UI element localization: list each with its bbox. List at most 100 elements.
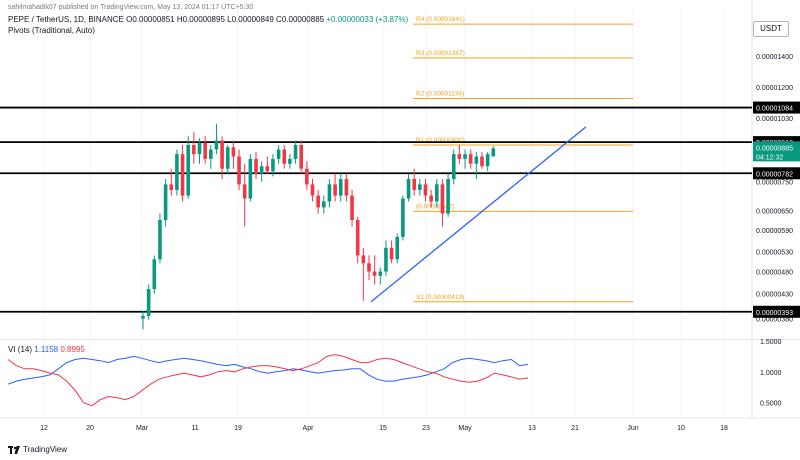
level-tag-2: 0.00000782 (756, 171, 793, 178)
candle-body-31 (316, 195, 320, 208)
pivot-label-4: (0.00000647) (416, 203, 455, 210)
vi-minus-value: 0.8995 (60, 345, 85, 354)
level-tag-bg-3 (753, 305, 800, 318)
candle-body-33 (327, 184, 332, 202)
candle-body-49 (418, 184, 422, 190)
pivots-indicator-label[interactable]: Pivots (Traditional, Auto) (8, 26, 95, 35)
last-price-tag: 0.00000885 (756, 145, 793, 152)
vi-axis: 1.5000 1.0000 0.5000 (760, 339, 782, 408)
price-tick-5: 0.00000590 (756, 228, 793, 235)
candle-body-58 (468, 154, 473, 164)
candle-body-21 (259, 166, 264, 174)
candle-body-37 (350, 195, 354, 221)
candle-body-16 (231, 147, 236, 157)
ohlc-values: O0.00000851 H0.00000895 L0.00000849 C0.0… (126, 15, 325, 24)
candle-body-26 (288, 158, 292, 164)
candle-body-27 (293, 144, 298, 159)
candle-body-9 (192, 144, 196, 155)
pivot-label-0: R4 (0.00001641) (416, 16, 465, 23)
candle-body-11 (203, 142, 207, 159)
candle-body-2 (152, 259, 157, 290)
vi-tick-2: 0.5000 (760, 401, 782, 408)
candle-body-59 (474, 156, 479, 164)
price-tick-4: 0.00000650 (756, 209, 793, 216)
pivot-label-3: R1 (0.00000900) (416, 137, 465, 144)
vi-minus-line (7, 354, 529, 407)
candle-body-51 (429, 195, 433, 202)
time-tick-7: 23 (422, 425, 430, 432)
currency-selector[interactable]: USDT (753, 21, 789, 37)
candlestick-series (141, 123, 496, 330)
candle-body-24 (276, 149, 281, 159)
vi-legend[interactable]: VI (14) 1.1158 0.8995 (8, 345, 85, 354)
candle-body-39 (361, 255, 366, 264)
price-tick-2: 0.00001030 (756, 116, 793, 123)
bar-countdown: 04:12:32 (756, 154, 783, 161)
level-tag-3: 0.00000393 (756, 310, 793, 317)
candle-body-19 (248, 158, 253, 199)
candle-body-40 (367, 263, 371, 272)
candle-body-43 (384, 247, 388, 272)
publish-info: sahilmahadik07 published on TradingView.… (8, 4, 254, 11)
time-tick-13: 18 (720, 425, 728, 432)
candle-body-18 (242, 184, 247, 199)
candle-body-52 (435, 184, 439, 202)
vi-tick-1: 1.0000 (760, 370, 782, 377)
price-tick-8: 0.00000430 (756, 292, 793, 299)
candle-body-62 (491, 148, 496, 157)
price-tick-7: 0.00000480 (756, 270, 793, 277)
vi-name: VI (14) (8, 345, 33, 354)
time-tick-11: Jun (627, 425, 638, 432)
candle-body-57 (463, 154, 467, 159)
candle-body-38 (355, 220, 360, 256)
vortex-indicator-lines (7, 354, 529, 407)
last-price-tag-bg (753, 141, 800, 162)
footer-branding[interactable]: TradingView (8, 445, 67, 454)
level-tag-bg-2 (753, 167, 800, 180)
time-tick-0: 12 (40, 425, 48, 432)
candle-body-34 (333, 184, 337, 196)
candle-body-17 (237, 156, 241, 185)
candle-body-6 (175, 154, 179, 190)
time-tick-8: May (458, 425, 472, 432)
candle-body-29 (305, 168, 309, 185)
candle-body-30 (310, 184, 315, 196)
candle-body-56 (457, 154, 462, 159)
symbol-title[interactable]: PEPE / TetherUS, 1D, BINANCE (8, 15, 124, 24)
price-tick-9: 0.00000380 (756, 317, 793, 324)
candle-body-1 (146, 289, 151, 316)
price-axis: 0.00001400 0.00001200 0.00001030 0.00000750… (753, 54, 800, 324)
time-tick-9: 13 (528, 425, 536, 432)
time-tick-10: 21 (571, 425, 579, 432)
candle-body-12 (209, 149, 213, 159)
candle-body-5 (169, 184, 174, 190)
candle-body-3 (158, 220, 162, 260)
candle-body-60 (480, 156, 484, 167)
candle-body-4 (163, 184, 168, 221)
time-tick-2: Mar (136, 425, 149, 432)
candle-body-15 (225, 147, 230, 169)
vi-grid (0, 341, 800, 419)
price-change: +0.00000033 (+3.87%) (326, 15, 409, 24)
time-tick-3: 11 (191, 425, 198, 432)
time-axis: 12 20 Mar 11 19 Apr 15 23 May 13 21 Jun 10 18 (40, 425, 728, 432)
candle-body-23 (271, 158, 275, 172)
price-tick-6: 0.00000530 (756, 250, 793, 257)
candle-body-32 (322, 201, 326, 208)
candle-body-53 (440, 184, 445, 214)
tradingview-logo-icon (8, 445, 20, 454)
candle-body-50 (423, 184, 428, 196)
tradingview-brand: TradingView (23, 445, 68, 454)
candle-body-46 (401, 198, 405, 237)
candle-body-28 (299, 144, 303, 169)
vi-plus-value: 1.1158 (34, 345, 59, 354)
candle-body-55 (451, 154, 456, 180)
time-tick-12: 10 (677, 425, 685, 432)
ascending-trendline (370, 126, 587, 303)
candle-body-25 (282, 149, 287, 164)
candle-body-44 (389, 247, 394, 260)
candle-body-45 (395, 236, 400, 260)
price-grid (0, 0, 800, 418)
candle-body-13 (214, 140, 219, 150)
